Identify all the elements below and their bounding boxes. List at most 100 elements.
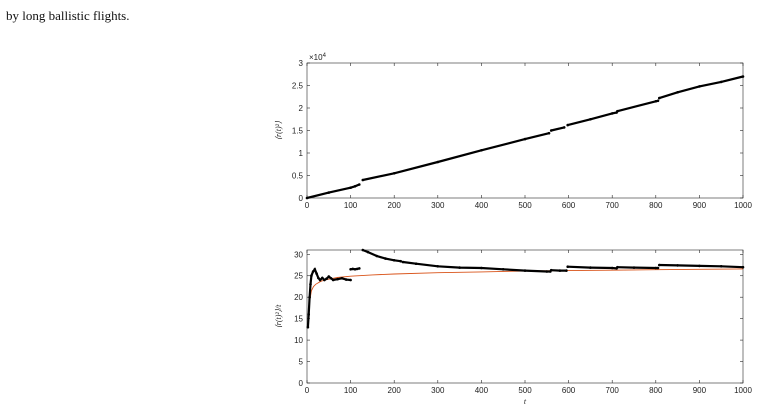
data-point (305, 196, 309, 200)
data-point (392, 172, 396, 175)
series-2 (361, 131, 551, 182)
x-tick-label: 800 (649, 386, 663, 395)
series-line (550, 126, 566, 132)
y-axis-multiplier-exponent: 4 (323, 53, 327, 59)
series-line (566, 111, 618, 127)
data-point (336, 277, 339, 281)
data-point (327, 191, 331, 194)
x-tick-label: 300 (431, 386, 445, 395)
x-tick-label: 500 (518, 386, 532, 395)
data-point (523, 269, 527, 272)
data-point (315, 272, 318, 275)
y-axis-label: ⟨r(t)²⟩ (274, 120, 283, 140)
series-2 (349, 267, 361, 271)
y-tick-label: 1.5 (292, 127, 304, 136)
data-point (307, 313, 311, 316)
x-tick-label: 0 (305, 201, 310, 210)
data-point (318, 278, 322, 282)
x-tick-label: 600 (562, 201, 576, 210)
y-tick-label: 0 (299, 379, 304, 388)
data-point (741, 75, 745, 78)
data-point (565, 269, 568, 272)
data-point (321, 276, 324, 280)
data-point (676, 264, 679, 267)
x-tick-label: 400 (475, 201, 489, 210)
data-point (698, 264, 701, 268)
y-tick-label: 0 (299, 194, 304, 203)
series-5 (616, 99, 660, 113)
series-5 (549, 268, 568, 272)
x-tick-label: 700 (606, 386, 620, 395)
fit-curve (307, 268, 744, 326)
data-point (610, 266, 614, 270)
data-point (436, 160, 440, 164)
data-point (656, 266, 660, 270)
data-point (549, 268, 553, 272)
data-point (719, 265, 723, 268)
x-tick-label: 800 (649, 201, 663, 210)
y-tick-label: 1 (299, 149, 304, 158)
data-point (610, 112, 614, 115)
series-1 (306, 267, 352, 329)
series-3 (549, 126, 566, 132)
x-tick-label: 500 (518, 201, 532, 210)
data-point (311, 270, 315, 273)
data-point (656, 99, 660, 103)
y-tick-label: 25 (294, 272, 303, 281)
data-point (658, 96, 661, 100)
x-tick-label: 200 (388, 201, 402, 210)
x-tick-label: 0 (305, 386, 310, 395)
y-tick-label: 15 (294, 315, 303, 324)
data-point (616, 265, 619, 269)
data-point (361, 248, 365, 252)
data-point (358, 267, 361, 270)
y-tick-label: 30 (294, 250, 303, 259)
data-point (480, 266, 483, 270)
chart-1: 0 100 200 300 400 500 600 700 800 900 1000 0 0.5 1 1.5… (274, 53, 752, 210)
x-tick-label: 100 (344, 386, 358, 395)
x-tick-label: 600 (562, 386, 576, 395)
data-point (384, 257, 387, 260)
data-point (654, 266, 658, 270)
data-point (558, 269, 562, 272)
data-point (325, 277, 328, 281)
data-point (361, 178, 365, 182)
data-point (632, 266, 636, 269)
data-point (401, 260, 405, 264)
data-point (349, 186, 352, 189)
data-point (562, 126, 566, 129)
data-point (310, 274, 313, 278)
data-point (566, 265, 569, 269)
y-tick-label: 20 (294, 293, 303, 302)
data-point (480, 149, 483, 152)
series-7 (616, 265, 660, 270)
y-tick-label: 0.5 (292, 172, 304, 181)
y-axis-label: ⟨r(t)²⟩/t (274, 304, 283, 329)
y-tick-label: 10 (294, 336, 303, 345)
data-point (566, 123, 569, 127)
x-tick-label: 200 (388, 386, 402, 395)
data-point (549, 129, 553, 132)
x-tick-label: 1000 (734, 201, 752, 210)
data-point (349, 268, 352, 271)
x-tick-label: 400 (475, 386, 489, 395)
y-axis-multiplier: ×104 (309, 53, 327, 62)
series-6 (658, 75, 745, 100)
y-tick-label: 3 (299, 59, 304, 68)
y-tick-label: 2 (299, 104, 304, 113)
series-line (566, 265, 618, 270)
x-axis-label: t (524, 397, 527, 406)
data-point (375, 254, 379, 258)
data-point (414, 262, 418, 266)
data-point (436, 265, 440, 268)
data-point (458, 266, 461, 269)
data-point (355, 267, 359, 271)
data-point (545, 270, 549, 273)
data-point (658, 263, 661, 267)
x-tick-label: 300 (431, 201, 445, 210)
data-point (317, 276, 320, 280)
data-point (329, 277, 333, 280)
series-4 (401, 260, 552, 273)
x-tick-label: 900 (693, 386, 707, 395)
